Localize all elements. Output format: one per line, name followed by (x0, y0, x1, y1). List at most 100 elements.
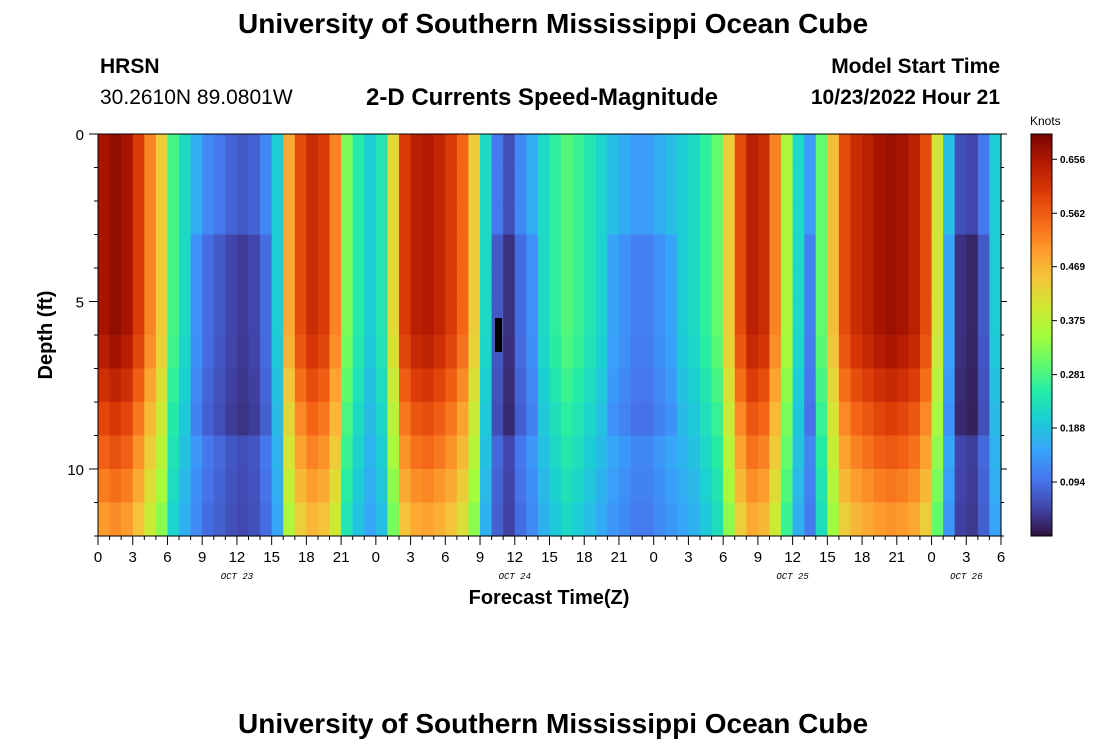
heat-cell (433, 402, 446, 437)
heat-cell (862, 167, 875, 202)
heat-cell (179, 134, 192, 169)
heat-cell (155, 469, 169, 504)
heat-cell (896, 234, 909, 269)
heat-cell (989, 502, 1002, 537)
heat-cell (862, 368, 875, 403)
heat-cell (711, 469, 724, 504)
heat-cell (746, 268, 759, 303)
heat-cell (804, 234, 817, 269)
heat-cell (468, 268, 481, 303)
heat-cell (155, 301, 169, 336)
heat-cell (283, 502, 296, 537)
heat-cell (144, 234, 157, 269)
heat-cell (746, 201, 759, 236)
heat-cell (167, 167, 180, 202)
heat-cell (781, 435, 794, 470)
heat-cell (804, 335, 817, 370)
heat-cell (584, 301, 597, 336)
heat-cell (433, 301, 446, 336)
heat-cell (561, 335, 574, 370)
heat-cell (931, 201, 944, 236)
heat-cell (630, 469, 643, 504)
heat-cell (815, 368, 828, 403)
heat-cell (850, 368, 863, 403)
heat-cell (642, 368, 655, 403)
heat-cell (422, 368, 435, 403)
heat-cell (954, 201, 967, 236)
heat-cell (144, 368, 157, 403)
heat-cell (676, 335, 690, 370)
heat-cell (445, 234, 458, 269)
heat-cell (468, 469, 481, 504)
heat-cell (595, 134, 608, 169)
heat-cell (468, 502, 481, 537)
heat-cell (410, 469, 423, 504)
heat-cell (792, 201, 805, 236)
heat-cell (908, 469, 921, 504)
heat-cell (271, 201, 284, 236)
heat-cell (364, 435, 377, 470)
heat-cell (862, 301, 875, 336)
heat-cell (121, 469, 134, 504)
heat-cell (561, 201, 574, 236)
heat-cell (456, 435, 470, 470)
heat-cell (410, 435, 423, 470)
heat-cell (422, 201, 435, 236)
heat-cell (410, 234, 423, 269)
x-tick-label: 0 (927, 549, 935, 566)
heat-cell (838, 301, 852, 336)
heat-cell (804, 268, 817, 303)
heat-cell (480, 435, 493, 470)
heat-cell (618, 368, 632, 403)
heat-cell (815, 335, 828, 370)
heat-cell (306, 435, 319, 470)
x-tick-label: 9 (198, 549, 206, 566)
heat-cell (306, 335, 319, 370)
heat-cell (850, 502, 863, 537)
heat-cell (838, 368, 852, 403)
heat-cell (896, 402, 909, 437)
heat-cell (885, 268, 898, 303)
heat-cell (769, 134, 782, 169)
heat-cell (838, 435, 852, 470)
heat-cell (954, 268, 967, 303)
heat-cell (179, 435, 192, 470)
heat-cell (190, 301, 203, 336)
heat-cell (329, 134, 342, 169)
heat-cell (271, 368, 284, 403)
heat-cell (584, 268, 597, 303)
heat-cell (225, 301, 238, 336)
heat-cell (375, 402, 389, 437)
heat-cell (653, 335, 666, 370)
colorbar-tick-label: 0.375 (1060, 316, 1085, 327)
heat-cell (144, 469, 157, 504)
heat-cell (885, 167, 898, 202)
heat-cell (341, 301, 354, 336)
heat-cell (387, 268, 400, 303)
heat-cell (966, 301, 979, 336)
heat-cell (433, 201, 446, 236)
heat-cell (329, 435, 342, 470)
heat-cell (700, 402, 713, 437)
heat-cell (862, 469, 875, 504)
heat-cell (190, 335, 203, 370)
heat-cell (387, 167, 400, 202)
heat-cell (491, 134, 504, 169)
heat-cell (294, 234, 307, 269)
heat-cell (283, 201, 296, 236)
x-tick-label: 6 (997, 549, 1005, 566)
heat-cell (700, 469, 713, 504)
heat-cell (283, 335, 296, 370)
heat-cell (850, 435, 863, 470)
heat-cell (607, 167, 620, 202)
heat-cell (375, 134, 389, 169)
heat-cell (595, 234, 608, 269)
heat-cell (618, 435, 632, 470)
heat-cell (711, 268, 724, 303)
heat-cell (329, 335, 342, 370)
heat-cell (757, 435, 771, 470)
heat-cell (341, 469, 354, 504)
heat-cell (607, 368, 620, 403)
heat-cell (144, 134, 157, 169)
heat-cell (248, 502, 261, 537)
